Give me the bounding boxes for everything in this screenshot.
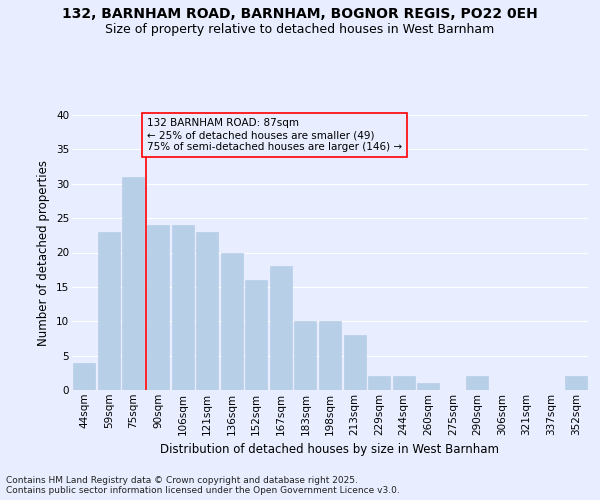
Bar <box>392 376 415 390</box>
Bar <box>196 232 218 390</box>
Text: Contains HM Land Registry data © Crown copyright and database right 2025.
Contai: Contains HM Land Registry data © Crown c… <box>6 476 400 495</box>
Bar <box>368 376 390 390</box>
Y-axis label: Number of detached properties: Number of detached properties <box>37 160 50 346</box>
Bar <box>466 376 488 390</box>
X-axis label: Distribution of detached houses by size in West Barnham: Distribution of detached houses by size … <box>161 443 499 456</box>
Bar <box>319 322 341 390</box>
Bar <box>73 362 95 390</box>
Bar <box>221 252 243 390</box>
Bar <box>565 376 587 390</box>
Bar <box>172 225 194 390</box>
Bar <box>245 280 268 390</box>
Bar <box>417 383 439 390</box>
Bar <box>98 232 120 390</box>
Text: 132, BARNHAM ROAD, BARNHAM, BOGNOR REGIS, PO22 0EH: 132, BARNHAM ROAD, BARNHAM, BOGNOR REGIS… <box>62 8 538 22</box>
Bar <box>270 266 292 390</box>
Bar <box>147 225 169 390</box>
Bar <box>122 177 145 390</box>
Text: 132 BARNHAM ROAD: 87sqm
← 25% of detached houses are smaller (49)
75% of semi-de: 132 BARNHAM ROAD: 87sqm ← 25% of detache… <box>147 118 402 152</box>
Text: Size of property relative to detached houses in West Barnham: Size of property relative to detached ho… <box>106 22 494 36</box>
Bar <box>295 322 316 390</box>
Bar <box>344 335 365 390</box>
